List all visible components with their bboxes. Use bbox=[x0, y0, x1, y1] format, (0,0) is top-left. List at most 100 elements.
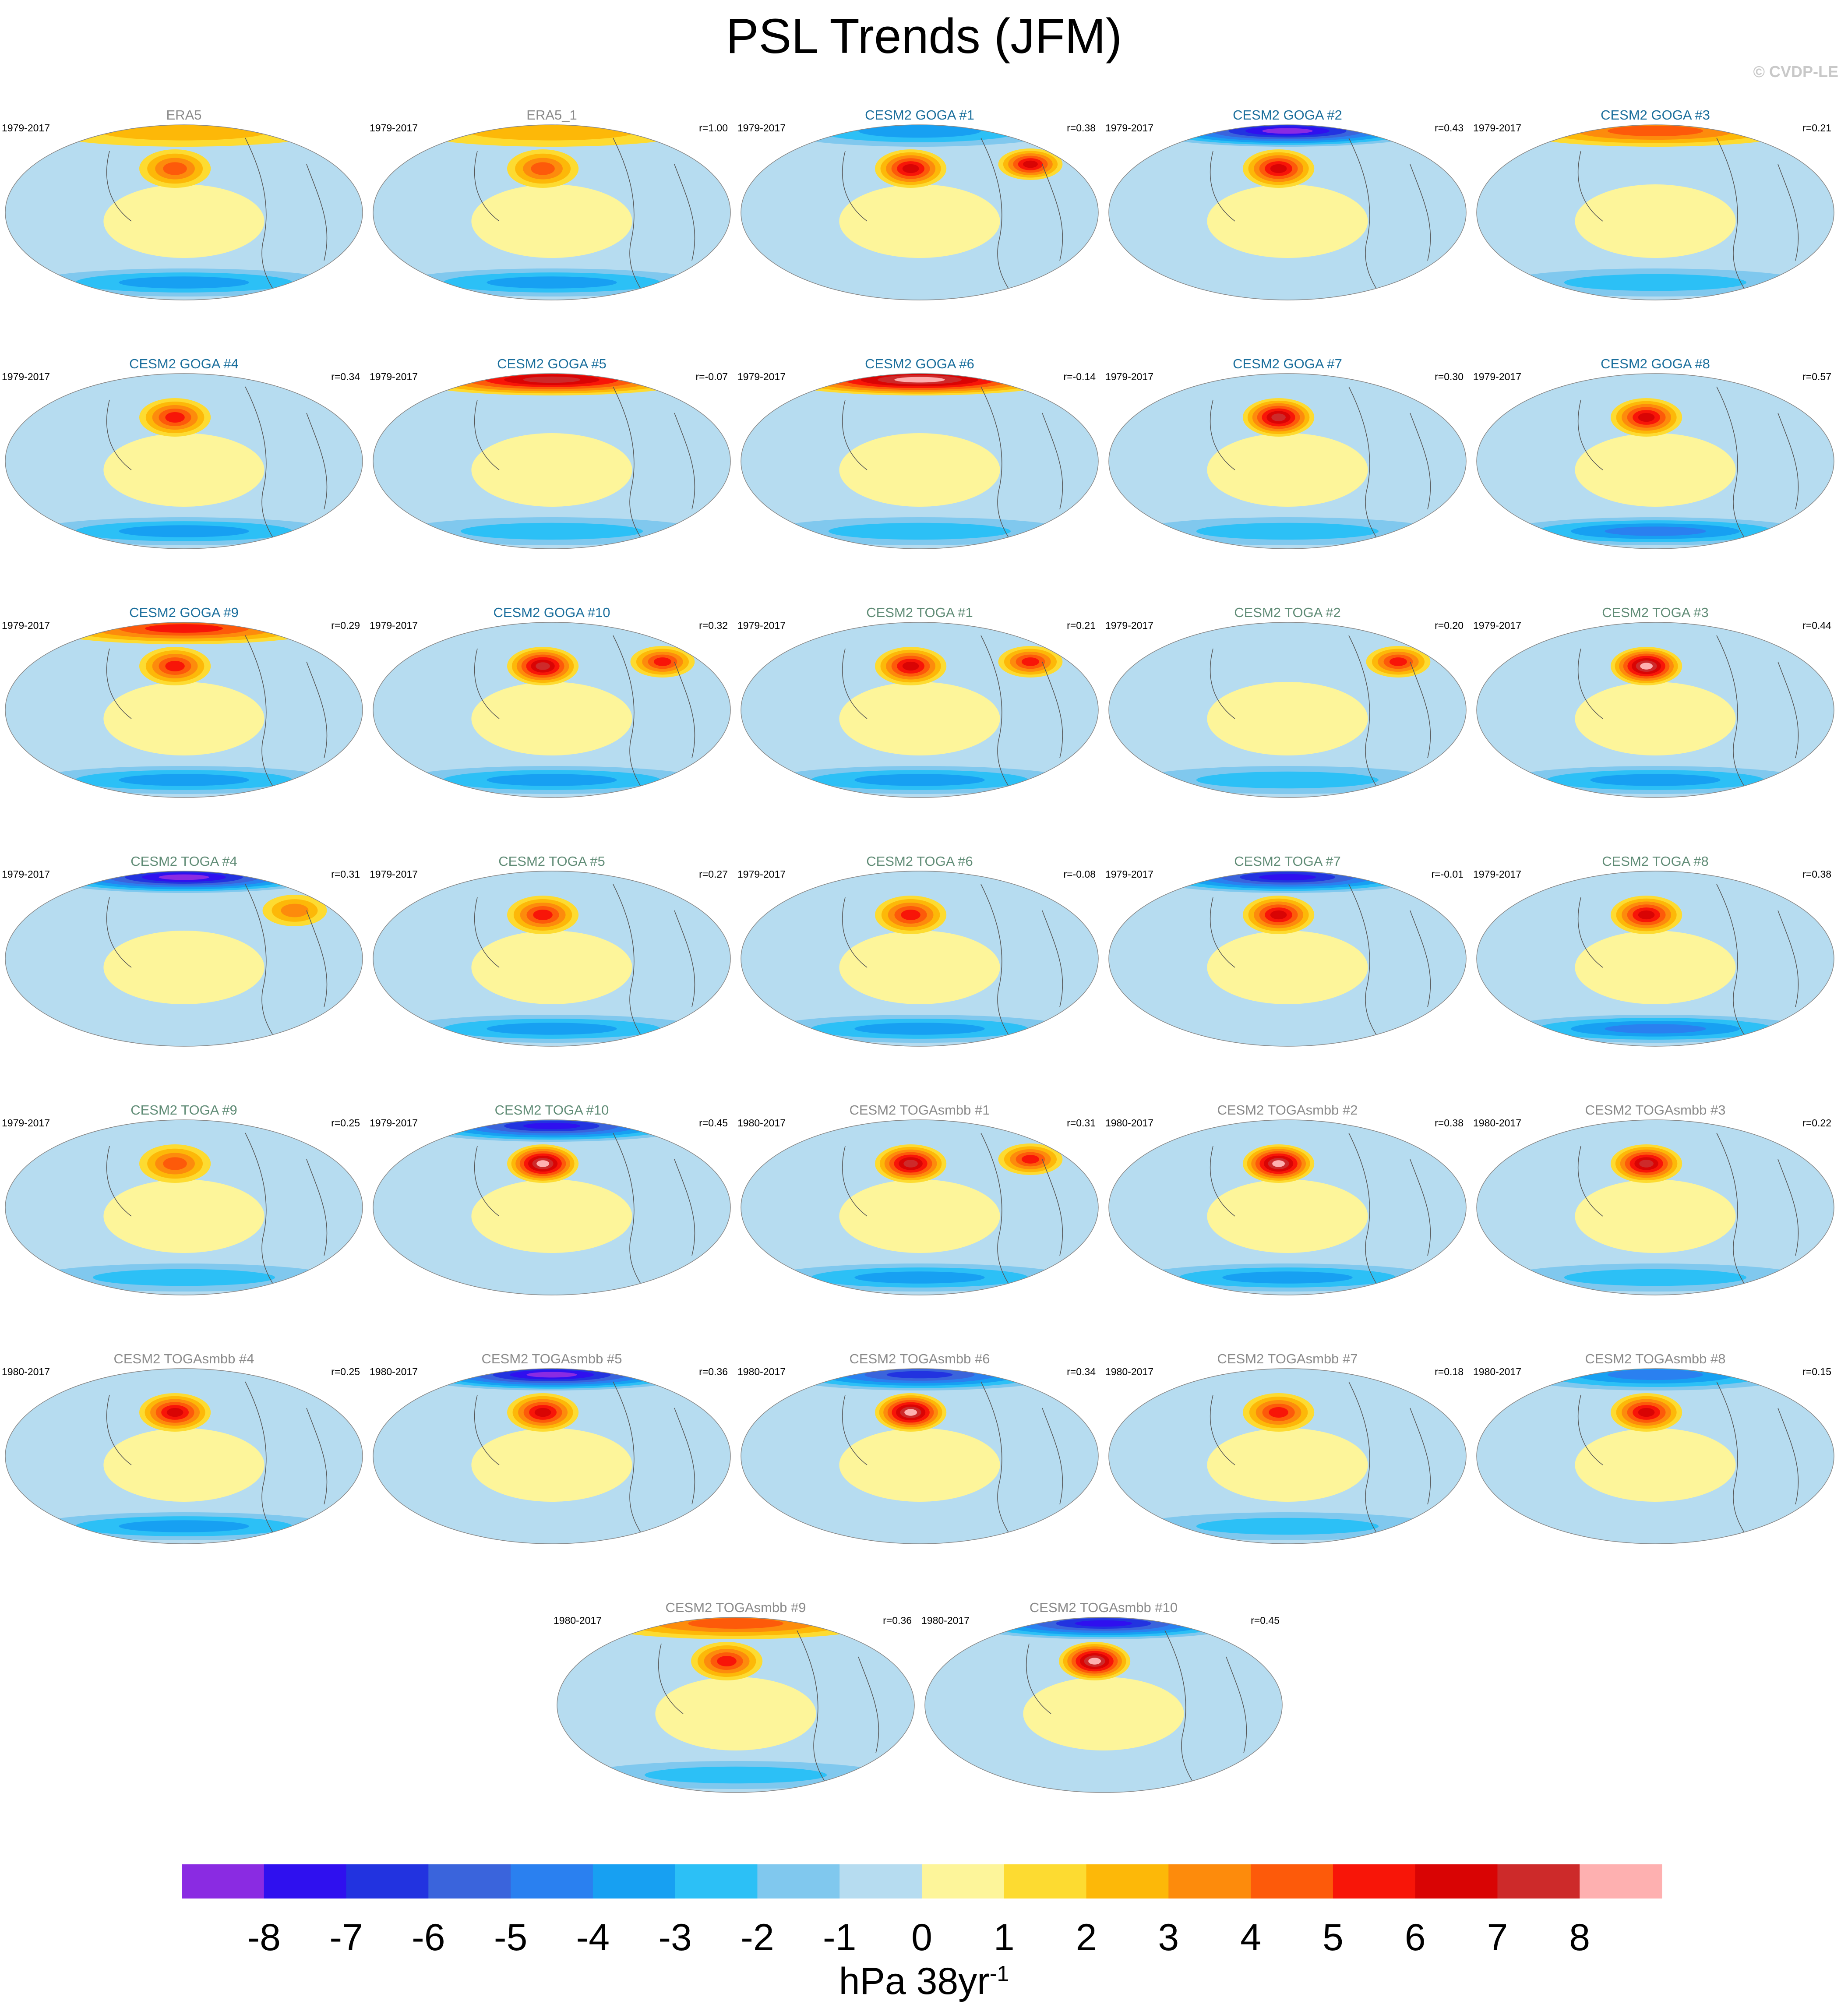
map-plot bbox=[5, 373, 363, 549]
trend-contour bbox=[163, 1157, 187, 1170]
map-outline bbox=[1108, 124, 1467, 300]
panel-title: CESM2 TOGAsmbb #7 bbox=[1217, 1351, 1358, 1366]
panel-title: CESM2 TOGAsmbb #9 bbox=[665, 1600, 806, 1615]
map-plot bbox=[5, 871, 363, 1047]
map-tropical-field bbox=[839, 433, 1000, 507]
panel-period: 1979-2017 bbox=[737, 122, 786, 134]
copyright-text: © CVDP-LE bbox=[1753, 63, 1838, 81]
map-outline bbox=[5, 871, 363, 1047]
trend-contour bbox=[1021, 657, 1039, 666]
panel-title: CESM2 GOGA #1 bbox=[865, 107, 974, 123]
panel-correlation: r=0.29 bbox=[331, 620, 360, 631]
map-panel: CESM2 TOGAsmbb #5 1980-2017 r=0.36 bbox=[368, 1351, 736, 1557]
map-tropical-field bbox=[471, 931, 632, 1004]
trend-contour bbox=[688, 1618, 783, 1629]
trend-contour bbox=[145, 624, 223, 633]
panel-correlation: r=0.21 bbox=[1067, 620, 1096, 631]
colorbar-tick-label: 5 bbox=[1322, 1916, 1344, 1959]
coastline bbox=[1577, 1381, 1799, 1544]
map-outline bbox=[1108, 871, 1467, 1047]
trend-contour bbox=[119, 774, 249, 786]
panel-period: 1979-2017 bbox=[1473, 620, 1521, 631]
map-plot bbox=[1476, 373, 1834, 549]
map-plot bbox=[1476, 1119, 1834, 1295]
map-plot bbox=[5, 1368, 363, 1544]
panel-period: 1979-2017 bbox=[1105, 868, 1153, 880]
map-tropical-field bbox=[655, 1677, 816, 1750]
trend-contour bbox=[523, 1122, 581, 1129]
trend-contour bbox=[487, 774, 617, 786]
map-panel: CESM2 TOGA #8 1979-2017 r=0.38 bbox=[1471, 854, 1839, 1059]
coastline bbox=[658, 1630, 879, 1793]
colorbar-tick-label: 1 bbox=[993, 1916, 1015, 1959]
map-tropical-field bbox=[103, 931, 265, 1004]
trend-contour bbox=[1196, 771, 1379, 789]
panel-period: 1980-2017 bbox=[737, 1117, 786, 1129]
coastline bbox=[106, 138, 328, 300]
colorbar-tick-label: -8 bbox=[247, 1916, 281, 1959]
map-tropical-field bbox=[1575, 1179, 1736, 1253]
map-tropical-field bbox=[1207, 682, 1368, 755]
panel-period: 1979-2017 bbox=[1473, 371, 1521, 382]
map-outline bbox=[741, 871, 1099, 1047]
trend-contour bbox=[904, 1409, 917, 1416]
colorbar-tick-label: 2 bbox=[1076, 1916, 1097, 1959]
panel-correlation: r=0.22 bbox=[1802, 1117, 1831, 1129]
map-panel: CESM2 GOGA #6 1979-2017 r=-0.14 bbox=[736, 356, 1104, 562]
map-panel: CESM2 TOGAsmbb #9 1980-2017 r=0.36 bbox=[552, 1600, 920, 1806]
panel-period: 1979-2017 bbox=[1473, 868, 1521, 880]
map-plot bbox=[741, 124, 1099, 300]
map-outline bbox=[5, 1368, 363, 1544]
coastline bbox=[474, 1133, 695, 1295]
map-outline bbox=[741, 1368, 1099, 1544]
panel-period: 1980-2017 bbox=[921, 1615, 970, 1626]
colorbar-tick-label: -2 bbox=[741, 1916, 774, 1959]
map-panel: CESM2 TOGA #9 1979-2017 r=0.25 bbox=[0, 1102, 368, 1308]
map-panel: ERA5 1979-2017 bbox=[0, 107, 368, 313]
trend-contour bbox=[119, 525, 249, 537]
panel-title: CESM2 GOGA #6 bbox=[865, 356, 974, 371]
panel-title: CESM2 TOGA #3 bbox=[1602, 605, 1709, 620]
panel-title: CESM2 GOGA #7 bbox=[1233, 356, 1342, 371]
map-plot bbox=[741, 1119, 1099, 1295]
trend-contour bbox=[1638, 1408, 1655, 1417]
panel-correlation: r=0.45 bbox=[699, 1117, 728, 1129]
map-outline bbox=[1108, 1368, 1467, 1544]
panel-title: CESM2 TOGA #2 bbox=[1234, 605, 1341, 620]
map-panel: CESM2 GOGA #4 1979-2017 r=0.34 bbox=[0, 356, 368, 562]
map-panel: CESM2 GOGA #2 1979-2017 r=0.43 bbox=[1104, 107, 1471, 313]
panel-correlation: r=0.27 bbox=[699, 868, 728, 880]
coastline bbox=[1577, 386, 1799, 549]
panel-correlation: r=-0.07 bbox=[695, 371, 728, 382]
panel-period: 1979-2017 bbox=[1105, 620, 1153, 631]
colorbar-tick-label: -7 bbox=[329, 1916, 363, 1959]
map-outline bbox=[924, 1617, 1283, 1793]
trend-contour bbox=[1269, 1407, 1288, 1418]
map-tropical-field bbox=[1575, 1428, 1736, 1502]
map-outline bbox=[741, 373, 1099, 549]
map-tropical-field bbox=[103, 682, 265, 755]
map-panel: CESM2 GOGA #3 1979-2017 r=0.21 bbox=[1471, 107, 1839, 313]
trend-contour bbox=[536, 662, 550, 670]
trend-contour bbox=[1196, 522, 1379, 540]
map-panel: CESM2 TOGAsmbb #6 1980-2017 r=0.34 bbox=[736, 1351, 1104, 1557]
map-tropical-field bbox=[1023, 1677, 1184, 1750]
trend-contour bbox=[1605, 526, 1706, 536]
colorbar-tick-label: -5 bbox=[494, 1916, 528, 1959]
map-outline bbox=[5, 622, 363, 798]
trend-contour bbox=[460, 522, 643, 540]
map-panel: CESM2 TOGAsmbb #3 1980-2017 r=0.22 bbox=[1471, 1102, 1839, 1308]
panel-correlation: r=0.21 bbox=[1802, 122, 1831, 134]
map-panel: CESM2 GOGA #1 1979-2017 r=0.38 bbox=[736, 107, 1104, 313]
map-panel: ERA5_1 1979-2017 r=1.00 bbox=[368, 107, 736, 313]
map-plot bbox=[741, 1368, 1099, 1544]
map-plot bbox=[373, 124, 731, 300]
coastline bbox=[1210, 1133, 1431, 1295]
trend-contour bbox=[487, 276, 617, 289]
map-tropical-field bbox=[1207, 184, 1368, 258]
panel-period: 1980-2017 bbox=[370, 1366, 418, 1377]
coastline bbox=[1577, 1133, 1799, 1295]
map-panel: CESM2 TOGA #7 1979-2017 r=-0.01 bbox=[1104, 854, 1471, 1059]
panel-correlation: r=1.00 bbox=[699, 122, 728, 134]
